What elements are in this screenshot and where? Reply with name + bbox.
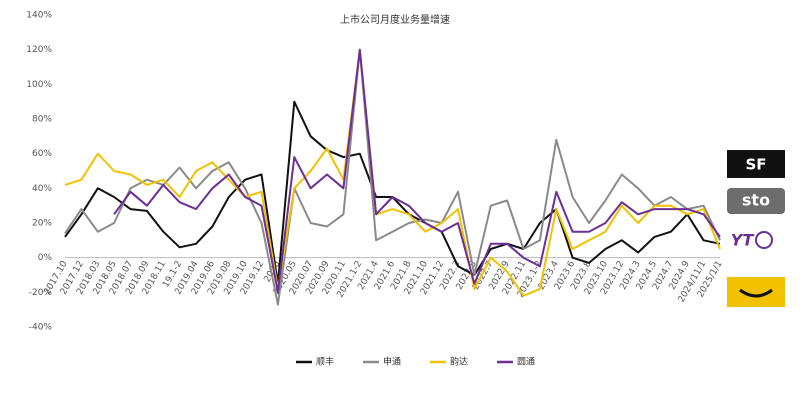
legend-label: 顺丰 bbox=[316, 356, 334, 368]
yto-icon bbox=[755, 231, 773, 249]
sf-text: SF bbox=[745, 156, 766, 174]
yunda-icon bbox=[739, 288, 773, 298]
y-tick-label: 120% bbox=[26, 45, 52, 55]
series-line bbox=[64, 100, 721, 285]
y-tick-label: 40% bbox=[32, 184, 52, 194]
y-tick-label: -20% bbox=[29, 288, 53, 298]
yunda-logo bbox=[727, 277, 785, 307]
sto-logo bbox=[727, 188, 785, 214]
y-tick-label: 80% bbox=[32, 115, 52, 125]
series-line bbox=[113, 48, 721, 294]
series-line bbox=[64, 48, 721, 297]
yto-text: YT bbox=[731, 231, 755, 250]
sf-logo bbox=[727, 150, 785, 178]
y-tick-label: -40% bbox=[29, 323, 53, 333]
y-tick-label: 20% bbox=[32, 219, 52, 229]
y-tick-label: 140% bbox=[26, 11, 52, 21]
logos: SF sto YT bbox=[727, 150, 785, 307]
legend-label: 圆通 bbox=[517, 357, 535, 368]
y-tick-label: 100% bbox=[26, 80, 52, 90]
sto-text: sto bbox=[742, 191, 770, 210]
chart-title: 上市公司月度业务量增速 bbox=[340, 13, 450, 26]
legend-label: 申通 bbox=[383, 356, 401, 368]
series-line bbox=[64, 48, 721, 306]
y-tick-label: 60% bbox=[32, 149, 52, 159]
legend-label: 韵达 bbox=[450, 356, 468, 368]
y-tick-label: 0% bbox=[38, 253, 53, 263]
